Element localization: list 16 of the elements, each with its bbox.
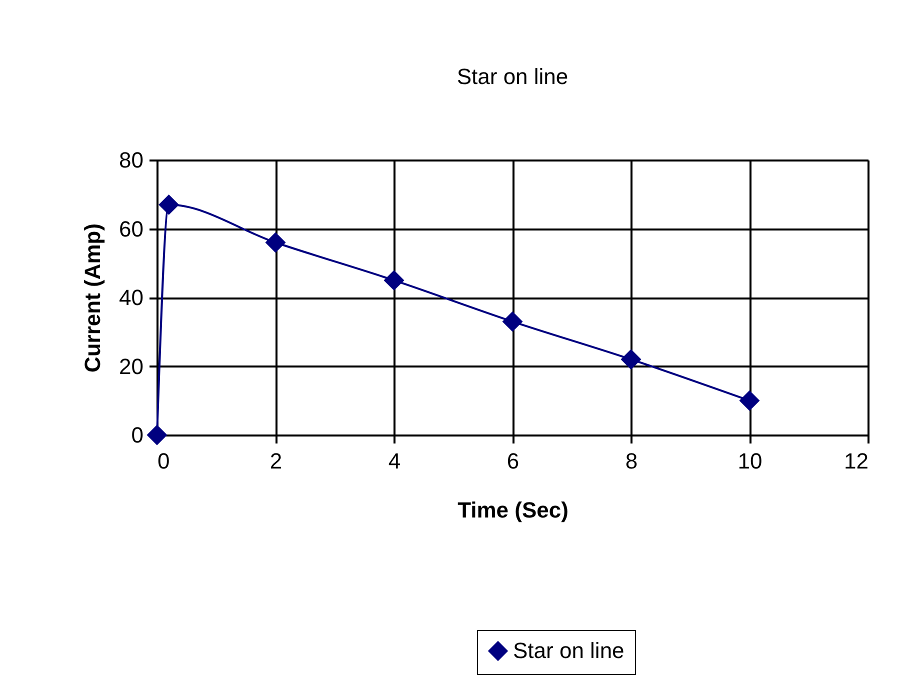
x-axis-title: Time (Sec) [458, 498, 568, 522]
y-tick-label: 40 [119, 285, 144, 310]
x-tick-label: 2 [270, 448, 282, 474]
x-tick-label: 6 [506, 448, 520, 474]
x-tick-label: 10 [738, 448, 762, 474]
chart-title: Star on line [456, 64, 568, 89]
y-tick-label: 80 [119, 148, 144, 172]
y-tick-label: 0 [131, 422, 144, 448]
x-tick-label: 4 [388, 448, 401, 474]
y-axis-title: Current (Amp) [80, 223, 106, 373]
legend-label: Star on line [513, 638, 624, 663]
x-tick-label: 8 [625, 448, 638, 474]
y-tick-label: 20 [119, 354, 144, 379]
x-tick-label: 12 [844, 448, 868, 474]
x-tick-label: 0 [158, 448, 170, 474]
y-tick-label: 60 [119, 216, 144, 242]
